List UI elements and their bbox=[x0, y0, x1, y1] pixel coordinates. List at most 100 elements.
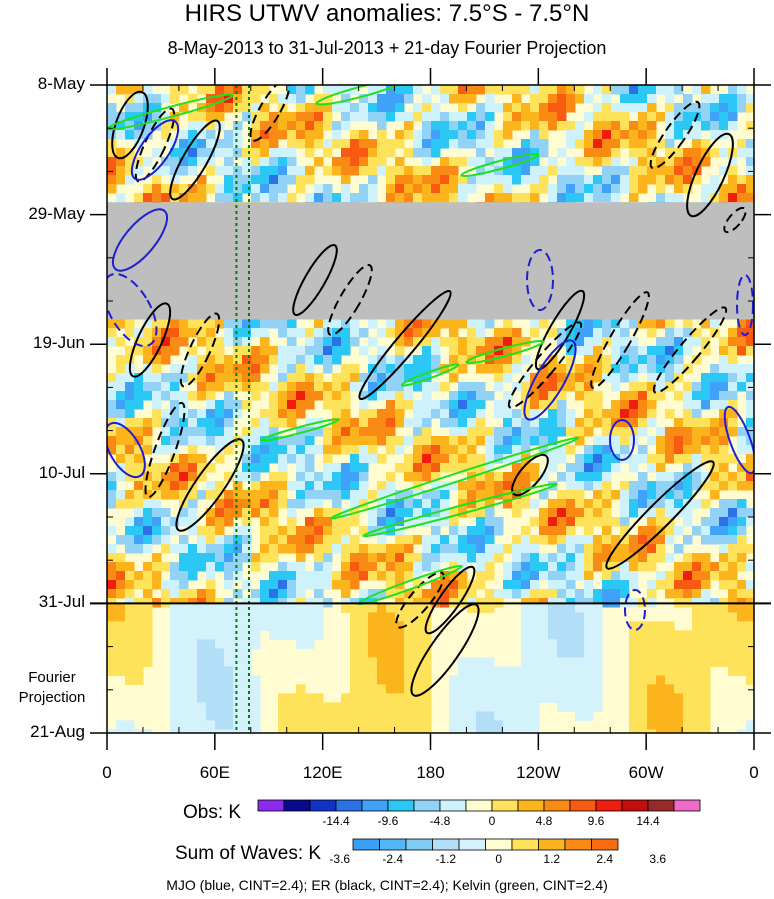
obs-colorbar-title: Obs: K bbox=[183, 802, 242, 823]
projection-cell bbox=[125, 729, 135, 733]
field-cell bbox=[413, 355, 423, 365]
field-cell bbox=[719, 355, 729, 365]
field-cell bbox=[512, 463, 522, 473]
field-cell bbox=[188, 544, 198, 554]
field-cell bbox=[611, 535, 621, 545]
field-cell bbox=[332, 121, 342, 131]
colorbar-label: 2.4 bbox=[596, 852, 614, 866]
field-cell bbox=[521, 427, 531, 437]
field-cell bbox=[665, 112, 675, 122]
field-cell bbox=[296, 112, 306, 122]
projection-cell bbox=[449, 675, 459, 685]
field-cell bbox=[323, 445, 333, 455]
field-cell bbox=[422, 193, 432, 203]
field-cell bbox=[728, 103, 738, 113]
field-cell bbox=[665, 355, 675, 365]
projection-cell bbox=[656, 666, 666, 676]
projection-cell bbox=[368, 675, 378, 685]
field-cell bbox=[674, 112, 684, 122]
field-cell bbox=[674, 580, 684, 590]
field-cell bbox=[485, 130, 495, 140]
field-cell bbox=[368, 436, 378, 446]
field-cell bbox=[602, 328, 612, 338]
field-cell bbox=[296, 445, 306, 455]
field-cell bbox=[602, 157, 612, 167]
field-cell bbox=[386, 436, 396, 446]
field-cell bbox=[197, 436, 207, 446]
field-cell bbox=[584, 454, 594, 464]
projection-cell bbox=[296, 621, 306, 631]
field-cell bbox=[125, 391, 135, 401]
projection-cell bbox=[188, 675, 198, 685]
field-cell bbox=[368, 418, 378, 428]
field-cell bbox=[233, 148, 243, 158]
projection-cell bbox=[485, 711, 495, 721]
projection-cell bbox=[251, 720, 261, 730]
field-cell bbox=[566, 481, 576, 491]
projection-cell bbox=[170, 639, 180, 649]
field-cell bbox=[404, 553, 414, 563]
field-cell bbox=[440, 319, 450, 329]
projection-cell bbox=[728, 648, 738, 658]
field-cell bbox=[467, 544, 477, 554]
projection-cell bbox=[692, 603, 702, 613]
field-cell bbox=[404, 364, 414, 374]
field-cell bbox=[539, 166, 549, 176]
projection-cell bbox=[251, 621, 261, 631]
projection-cell bbox=[197, 630, 207, 640]
projection-cell bbox=[737, 648, 747, 658]
field-cell bbox=[134, 463, 144, 473]
projection-cell bbox=[557, 693, 567, 703]
field-cell bbox=[575, 544, 585, 554]
field-cell bbox=[593, 400, 603, 410]
field-cell bbox=[647, 382, 657, 392]
field-cell bbox=[197, 472, 207, 482]
field-cell bbox=[161, 130, 171, 140]
field-cell bbox=[161, 373, 171, 383]
field-cell bbox=[215, 139, 225, 149]
field-cell bbox=[566, 580, 576, 590]
field-cell bbox=[602, 166, 612, 176]
field-cell bbox=[269, 436, 279, 446]
field-cell bbox=[566, 427, 576, 437]
field-cell bbox=[584, 355, 594, 365]
field-cell bbox=[395, 364, 405, 374]
field-cell bbox=[683, 472, 693, 482]
field-cell bbox=[539, 436, 549, 446]
field-cell bbox=[674, 436, 684, 446]
field-cell bbox=[656, 499, 666, 509]
field-cell bbox=[206, 121, 216, 131]
field-cell bbox=[647, 436, 657, 446]
projection-cell bbox=[701, 639, 711, 649]
field-cell bbox=[305, 580, 315, 590]
field-cell bbox=[314, 490, 324, 500]
field-cell bbox=[701, 139, 711, 149]
field-cell bbox=[530, 319, 540, 329]
projection-cell bbox=[395, 612, 405, 622]
field-cell bbox=[260, 382, 270, 392]
field-cell bbox=[674, 103, 684, 113]
projection-cell bbox=[170, 693, 180, 703]
field-cell bbox=[215, 535, 225, 545]
field-cell bbox=[656, 481, 666, 491]
field-cell bbox=[431, 166, 441, 176]
field-cell bbox=[575, 481, 585, 491]
field-cell bbox=[575, 553, 585, 563]
field-cell bbox=[629, 139, 639, 149]
field-cell bbox=[116, 580, 126, 590]
field-cell bbox=[134, 337, 144, 347]
projection-cell bbox=[269, 603, 279, 613]
field-cell bbox=[404, 148, 414, 158]
field-cell bbox=[566, 130, 576, 140]
field-cell bbox=[620, 391, 630, 401]
field-cell bbox=[476, 364, 486, 374]
projection-label-1: Fourier bbox=[28, 669, 76, 686]
field-cell bbox=[341, 85, 351, 95]
field-cell bbox=[710, 472, 720, 482]
field-cell bbox=[242, 463, 252, 473]
field-cell bbox=[188, 463, 198, 473]
field-cell bbox=[728, 193, 738, 203]
field-cell bbox=[728, 346, 738, 356]
projection-cell bbox=[413, 630, 423, 640]
field-cell bbox=[728, 571, 738, 581]
